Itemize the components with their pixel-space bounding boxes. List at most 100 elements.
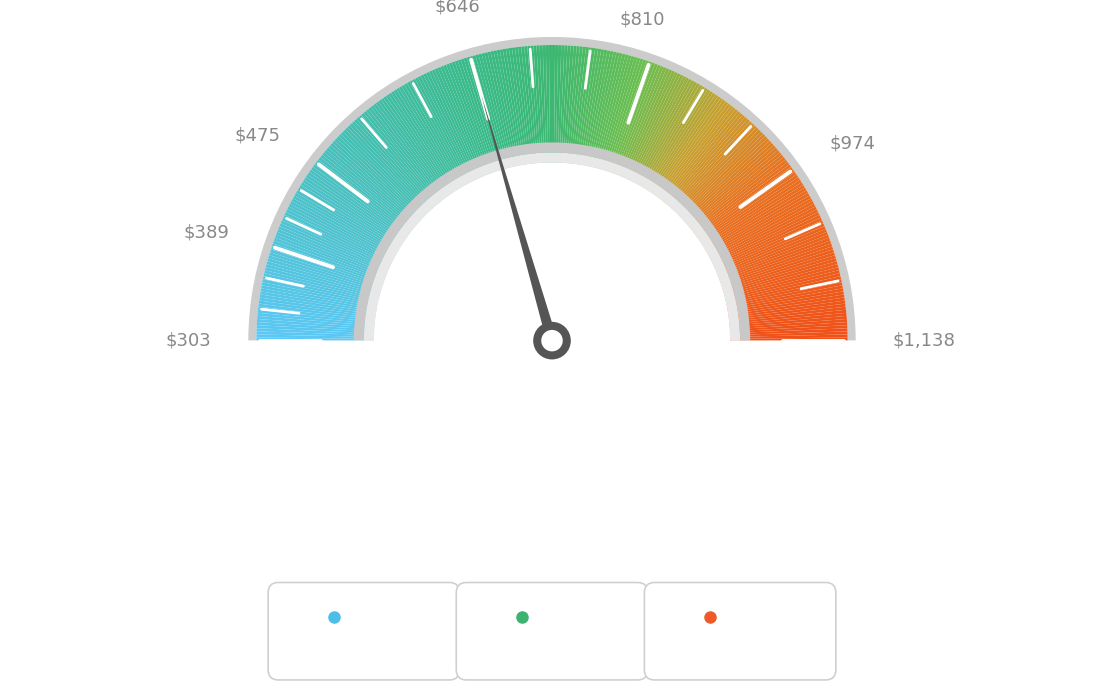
Wedge shape	[580, 49, 602, 165]
Wedge shape	[728, 295, 845, 315]
Wedge shape	[346, 127, 428, 213]
Wedge shape	[446, 63, 490, 175]
Wedge shape	[573, 47, 590, 164]
Wedge shape	[696, 167, 793, 237]
Wedge shape	[716, 229, 827, 275]
Wedge shape	[325, 150, 416, 227]
Wedge shape	[455, 61, 496, 172]
Wedge shape	[320, 155, 414, 230]
Wedge shape	[563, 46, 574, 163]
Wedge shape	[626, 72, 678, 179]
Wedge shape	[485, 52, 513, 167]
Wedge shape	[730, 335, 848, 339]
Wedge shape	[639, 83, 700, 186]
Wedge shape	[435, 68, 484, 177]
Wedge shape	[502, 49, 524, 165]
Wedge shape	[705, 190, 808, 252]
Wedge shape	[720, 244, 832, 284]
Wedge shape	[701, 179, 802, 245]
Wedge shape	[460, 59, 499, 171]
Wedge shape	[686, 145, 776, 224]
Wedge shape	[578, 48, 598, 165]
Text: ($303): ($303)	[335, 639, 394, 657]
Wedge shape	[715, 224, 825, 272]
Wedge shape	[571, 47, 586, 164]
Text: $810: $810	[619, 10, 665, 28]
Wedge shape	[277, 229, 388, 275]
Wedge shape	[348, 125, 431, 212]
Wedge shape	[304, 177, 404, 244]
Wedge shape	[652, 96, 721, 195]
Wedge shape	[641, 85, 702, 188]
Wedge shape	[679, 134, 765, 217]
Wedge shape	[312, 164, 410, 236]
Wedge shape	[730, 322, 847, 331]
Wedge shape	[285, 212, 392, 265]
Wedge shape	[723, 258, 837, 293]
Text: ($646): ($646)	[522, 639, 582, 657]
Wedge shape	[598, 55, 631, 169]
Wedge shape	[371, 105, 444, 200]
Wedge shape	[543, 45, 549, 163]
Wedge shape	[263, 279, 378, 306]
Wedge shape	[719, 235, 829, 279]
Wedge shape	[452, 61, 493, 173]
Wedge shape	[308, 172, 406, 241]
Wedge shape	[500, 49, 522, 166]
Wedge shape	[560, 46, 567, 163]
Wedge shape	[318, 157, 413, 232]
Wedge shape	[256, 335, 374, 339]
Wedge shape	[317, 159, 412, 233]
Wedge shape	[407, 81, 466, 186]
Wedge shape	[375, 101, 447, 198]
Text: $303: $303	[166, 332, 211, 350]
Wedge shape	[614, 63, 658, 175]
Wedge shape	[561, 46, 571, 163]
Wedge shape	[322, 152, 415, 228]
Wedge shape	[415, 77, 471, 183]
Wedge shape	[311, 167, 408, 237]
Wedge shape	[671, 121, 752, 210]
Wedge shape	[690, 155, 784, 230]
Wedge shape	[469, 56, 505, 170]
Wedge shape	[729, 301, 846, 318]
Wedge shape	[343, 130, 427, 215]
Wedge shape	[613, 63, 655, 174]
Wedge shape	[676, 127, 758, 213]
Wedge shape	[354, 119, 434, 208]
Wedge shape	[678, 132, 763, 216]
FancyBboxPatch shape	[456, 582, 648, 680]
Wedge shape	[647, 91, 713, 191]
Wedge shape	[497, 50, 520, 166]
Wedge shape	[697, 169, 795, 239]
Wedge shape	[282, 217, 390, 268]
Wedge shape	[330, 143, 420, 223]
Wedge shape	[682, 138, 769, 220]
Wedge shape	[493, 50, 519, 166]
Circle shape	[533, 322, 571, 359]
Circle shape	[541, 330, 563, 351]
Wedge shape	[729, 297, 845, 317]
Wedge shape	[625, 70, 675, 179]
Wedge shape	[449, 63, 491, 174]
Wedge shape	[719, 237, 830, 280]
Wedge shape	[608, 61, 649, 172]
Wedge shape	[607, 59, 646, 172]
Wedge shape	[649, 92, 715, 193]
Wedge shape	[263, 276, 379, 304]
Wedge shape	[296, 190, 399, 252]
Text: ($1,138): ($1,138)	[702, 639, 778, 657]
Wedge shape	[488, 52, 514, 167]
Wedge shape	[383, 96, 452, 195]
Wedge shape	[729, 306, 846, 322]
Wedge shape	[235, 341, 869, 658]
Wedge shape	[718, 232, 828, 277]
Wedge shape	[339, 134, 425, 217]
Wedge shape	[478, 54, 510, 168]
Wedge shape	[730, 331, 848, 337]
Wedge shape	[730, 319, 847, 329]
Wedge shape	[635, 79, 692, 184]
Wedge shape	[604, 58, 640, 170]
Wedge shape	[374, 163, 730, 341]
Wedge shape	[464, 58, 500, 170]
